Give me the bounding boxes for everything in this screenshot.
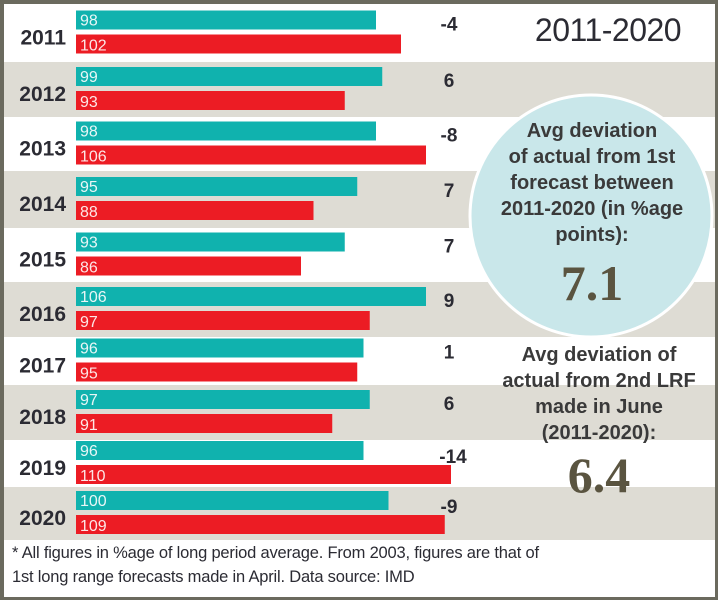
stat2-line: (2011-2020): [541, 422, 657, 444]
stat1-description: Avg deviation of actual from 1st forecas… [480, 118, 704, 248]
deviation-label: 9 [444, 291, 455, 312]
forecast-bar [76, 121, 376, 141]
stat1-line: Avg deviation [526, 120, 658, 142]
actual-bar [76, 256, 301, 276]
deviation-label: -4 [441, 15, 458, 36]
year-label: 2018 [19, 406, 66, 429]
forecast-value-label: 96 [80, 341, 98, 358]
year-label: 2020 [19, 507, 66, 530]
actual-value-label: 88 [80, 204, 98, 221]
actual-bar [76, 91, 345, 110]
actual-bar [76, 201, 314, 220]
stat2-line: actual from 2nd LRF [502, 370, 696, 392]
forecast-bar [76, 390, 370, 409]
forecast-value-label: 93 [80, 235, 98, 252]
forecast-value-label: 106 [80, 289, 107, 306]
forecast-value-label: 99 [80, 69, 98, 86]
year-label: 2015 [19, 249, 66, 272]
stat2-value: 6.4 [567, 447, 631, 503]
year-label: 2016 [19, 303, 66, 326]
actual-value-label: 109 [80, 518, 107, 535]
forecast-value-label: 96 [80, 443, 98, 460]
actual-value-label: 97 [80, 314, 98, 331]
deviation-label: -14 [439, 447, 467, 468]
forecast-value-label: 98 [80, 13, 98, 30]
stat1-line: forecast between [510, 172, 674, 194]
forecast-value-label: 97 [80, 392, 98, 409]
actual-value-label: 95 [80, 366, 98, 383]
year-label: 2017 [19, 355, 66, 378]
stat1-value: 7.1 [560, 255, 624, 311]
deviation-label: 7 [444, 181, 455, 202]
forecast-bar [76, 338, 364, 358]
year-label: 2019 [19, 457, 66, 480]
year-label: 2013 [19, 138, 66, 161]
forecast-bar [76, 232, 345, 252]
deviation-label: -8 [441, 126, 458, 147]
year-label: 2014 [19, 193, 66, 216]
actual-value-label: 102 [80, 38, 107, 55]
forecast-bar [76, 177, 358, 196]
deviation-label: -9 [441, 497, 458, 518]
stat1-line: 2011-2020 (in %age [500, 198, 684, 220]
actual-value-label: 106 [80, 149, 107, 166]
deviation-label: 7 [444, 237, 455, 258]
stat-circle [468, 93, 714, 339]
forecast-bar [76, 491, 389, 510]
actual-value-label: 91 [80, 417, 98, 434]
actual-value-label: 86 [80, 260, 98, 277]
stat2-line: made in June [535, 396, 663, 418]
actual-bar [76, 414, 333, 433]
forecast-bar [76, 10, 376, 30]
forecast-bar [76, 441, 364, 460]
forecast-bar [76, 287, 426, 306]
stat1-line: points): [555, 224, 629, 246]
actual-value-label: 110 [80, 468, 106, 485]
stat2-line: Avg deviation of [521, 344, 677, 366]
stat2-description: Avg deviation of actual from 2nd LRF mad… [494, 342, 704, 446]
year-label: 2012 [19, 83, 66, 106]
actual-bar [76, 465, 451, 484]
deviation-label: 1 [444, 343, 455, 364]
deviation-label: 6 [444, 394, 455, 415]
footnote-line: 1st long range forecasts made in April. … [12, 568, 415, 586]
actual-bar [76, 311, 370, 330]
forecast-value-label: 95 [80, 179, 98, 196]
actual-bar [76, 515, 445, 534]
forecast-value-label: 100 [80, 493, 107, 510]
actual-bar [76, 145, 426, 165]
year-label: 2011 [20, 27, 66, 50]
forecast-value-label: 98 [80, 124, 98, 141]
footnote-line: * All figures in %age of long period ave… [12, 544, 539, 562]
period-title: 2011-2020 [534, 12, 682, 48]
actual-bar [76, 362, 358, 382]
bars: 98 102 2011 -4 99 93 2012 6 98 106 2013 -8 95 88 2014 7… [19, 10, 467, 535]
deviation-label: 6 [444, 71, 455, 92]
actual-bar [76, 34, 401, 54]
forecast-bar [76, 67, 383, 86]
stat1-line: of actual from 1st [508, 146, 676, 168]
actual-value-label: 93 [80, 94, 98, 111]
footnote: * All figures in %age of long period ave… [12, 541, 712, 589]
